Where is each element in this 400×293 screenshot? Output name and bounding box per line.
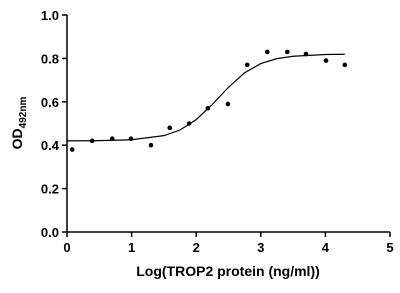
y-tick-label: 0.4 [41, 138, 60, 153]
x-tick-label: 2 [193, 240, 200, 255]
data-point [244, 62, 250, 68]
y-tick-label: 0.0 [41, 225, 59, 240]
y-tick-label: 0.6 [41, 95, 59, 110]
x-tick-label: 1 [128, 240, 135, 255]
fit-curve [66, 53, 345, 142]
data-point [225, 101, 231, 107]
data-point [264, 49, 270, 55]
data-point [148, 142, 154, 148]
y-tick-label: 0.8 [41, 51, 59, 66]
x-axis-label: Log(TROP2 protein (ng/ml)) [136, 263, 320, 279]
x-tick-label: 3 [257, 240, 264, 255]
y-tick-label: 0.2 [41, 182, 59, 197]
x-tick-label: 0 [63, 240, 70, 255]
data-point [284, 49, 290, 55]
data-point [167, 125, 173, 131]
x-tick-label: 4 [322, 240, 330, 255]
y-axis-label: OD492nm [9, 97, 29, 150]
y-axis-label-subscript: 492nm [18, 97, 29, 129]
y-tick-label: 1.0 [41, 8, 59, 23]
data-point [342, 62, 348, 68]
x-tick-label: 5 [386, 240, 393, 255]
y-axis-label-main: OD [9, 128, 25, 149]
data-point [69, 147, 75, 152]
data-point [323, 58, 329, 63]
